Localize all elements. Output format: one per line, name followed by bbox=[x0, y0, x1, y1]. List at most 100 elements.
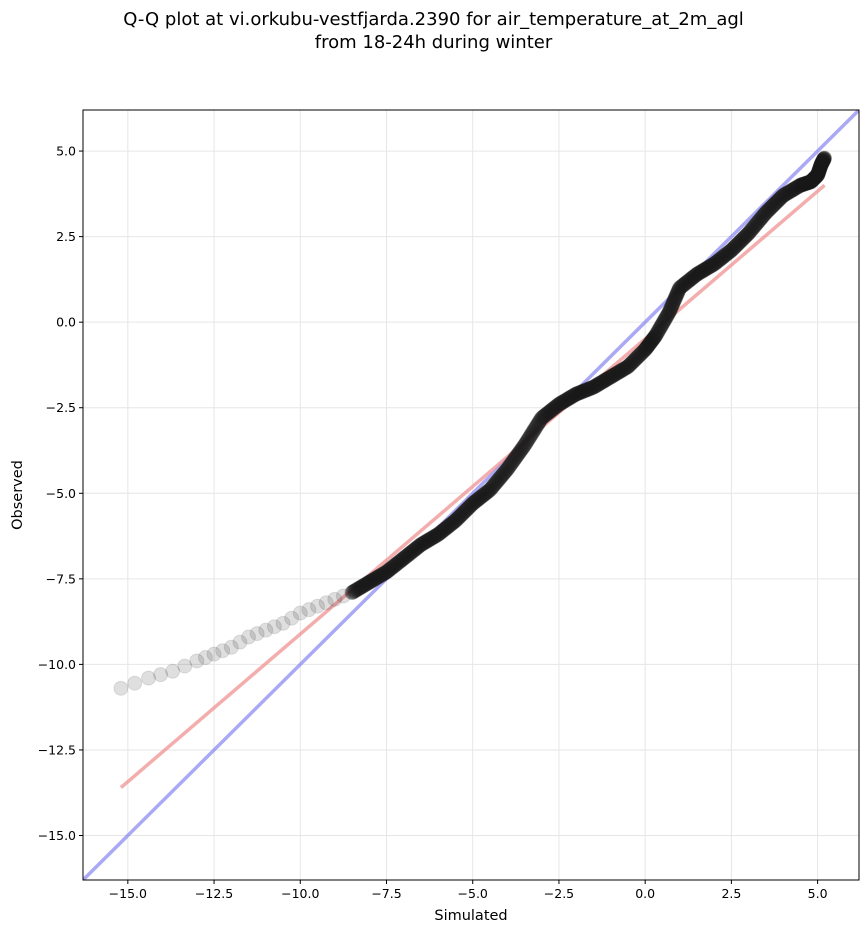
qq-point-343 bbox=[671, 281, 687, 297]
qq-point-186 bbox=[519, 434, 535, 450]
qq-point-504 bbox=[813, 157, 829, 173]
qq-point-217 bbox=[552, 396, 568, 412]
qq-point-314 bbox=[649, 325, 665, 341]
qq-point-64 bbox=[387, 557, 403, 573]
qq-point-232 bbox=[568, 386, 584, 402]
qq-point-407 bbox=[740, 226, 756, 242]
qq-point-318 bbox=[653, 319, 669, 335]
y-tick-label-1: −12.5 bbox=[38, 742, 76, 757]
qq-point-241 bbox=[578, 382, 594, 398]
qq-point-381 bbox=[712, 252, 728, 268]
qq-point-367 bbox=[696, 262, 712, 278]
qq-point-125 bbox=[453, 507, 469, 523]
qq-point-226 bbox=[562, 390, 578, 406]
qq-point-2 bbox=[141, 670, 157, 686]
qq-point-18 bbox=[292, 605, 308, 621]
qq-point-74 bbox=[398, 549, 414, 565]
qq-point-408 bbox=[741, 225, 757, 241]
qq-point-5 bbox=[177, 658, 193, 674]
qq-point-102 bbox=[428, 528, 444, 544]
qq-point-248 bbox=[585, 379, 601, 395]
qq-point-462 bbox=[796, 176, 812, 192]
qq-point-242 bbox=[579, 382, 595, 398]
qq-point-3 bbox=[153, 667, 169, 683]
qq-point-210 bbox=[544, 401, 560, 417]
qq-point-466 bbox=[799, 175, 815, 191]
qq-point-455 bbox=[791, 178, 807, 194]
qq-point-497 bbox=[812, 161, 828, 177]
qq-point-122 bbox=[450, 511, 466, 527]
qq-point-100 bbox=[426, 529, 442, 545]
qq-point-421 bbox=[755, 209, 771, 225]
qq-point-362 bbox=[691, 265, 707, 281]
qq-point-350 bbox=[678, 275, 694, 291]
qq-point-437 bbox=[772, 191, 788, 207]
qq-point-16 bbox=[275, 615, 291, 631]
qq-point-38 bbox=[359, 576, 375, 592]
qq-point-412 bbox=[745, 220, 761, 236]
qq-point-293 bbox=[634, 345, 650, 361]
qq-point-195 bbox=[528, 419, 544, 435]
qq-point-123 bbox=[451, 509, 467, 525]
qq-point-108 bbox=[435, 523, 451, 539]
qq-point-292 bbox=[633, 346, 649, 362]
qq-point-75 bbox=[399, 548, 415, 564]
qq-point-223 bbox=[558, 392, 574, 408]
qq-point-27 bbox=[347, 583, 363, 599]
qq-point-7 bbox=[197, 650, 213, 666]
qq-point-191 bbox=[524, 425, 540, 441]
qq-point-171 bbox=[502, 457, 518, 473]
qq-point-138 bbox=[467, 494, 483, 510]
qq-point-259 bbox=[597, 372, 613, 388]
qq-point-342 bbox=[670, 283, 686, 299]
qq-point-392 bbox=[723, 242, 739, 258]
qq-point-266 bbox=[605, 368, 621, 384]
qq-point-243 bbox=[580, 381, 596, 397]
qq-point-253 bbox=[591, 376, 607, 392]
qq-point-84 bbox=[409, 540, 425, 556]
qq-point-386 bbox=[717, 247, 733, 263]
qq-point-164 bbox=[495, 466, 511, 482]
qq-point-352 bbox=[680, 273, 696, 289]
qq-point-491 bbox=[810, 165, 826, 181]
qq-point-153 bbox=[483, 481, 499, 497]
qq-point-158 bbox=[488, 474, 504, 490]
qq-point-215 bbox=[550, 397, 566, 413]
qq-point-268 bbox=[607, 366, 623, 382]
qq-point-453 bbox=[789, 179, 805, 195]
qq-point-239 bbox=[576, 383, 592, 399]
qq-point-165 bbox=[496, 465, 512, 481]
qq-point-436 bbox=[771, 192, 787, 208]
qq-point-145 bbox=[474, 488, 490, 504]
qq-point-52 bbox=[374, 567, 390, 583]
qq-point-474 bbox=[804, 173, 820, 189]
qq-point-498 bbox=[812, 161, 828, 177]
qq-point-515 bbox=[815, 152, 831, 168]
qq-point-274 bbox=[613, 363, 629, 379]
qq-point-360 bbox=[689, 266, 705, 282]
qq-point-493 bbox=[811, 164, 827, 180]
qq-point-457 bbox=[793, 177, 809, 193]
qq-point-438 bbox=[773, 190, 789, 206]
qq-point-93 bbox=[418, 533, 434, 549]
qq-point-469 bbox=[801, 175, 817, 191]
qq-point-67 bbox=[390, 555, 406, 571]
qq-point-443 bbox=[778, 186, 794, 202]
qq-point-189 bbox=[522, 429, 538, 445]
qq-point-347 bbox=[675, 277, 691, 293]
qq-point-385 bbox=[716, 248, 732, 264]
qq-point-485 bbox=[808, 168, 824, 184]
qq-point-157 bbox=[487, 475, 503, 491]
qq-point-308 bbox=[645, 331, 661, 347]
qq-point-363 bbox=[692, 264, 708, 280]
qq-point-313 bbox=[648, 326, 664, 342]
qq-point-472 bbox=[803, 174, 819, 190]
qq-point-175 bbox=[507, 451, 523, 467]
qq-point-454 bbox=[790, 179, 806, 195]
qq-point-394 bbox=[726, 240, 742, 256]
qq-point-414 bbox=[747, 218, 763, 233]
qq-point-225 bbox=[561, 391, 577, 407]
qq-point-188 bbox=[521, 431, 537, 447]
qq-point-331 bbox=[663, 299, 679, 315]
qq-point-441 bbox=[776, 187, 792, 203]
